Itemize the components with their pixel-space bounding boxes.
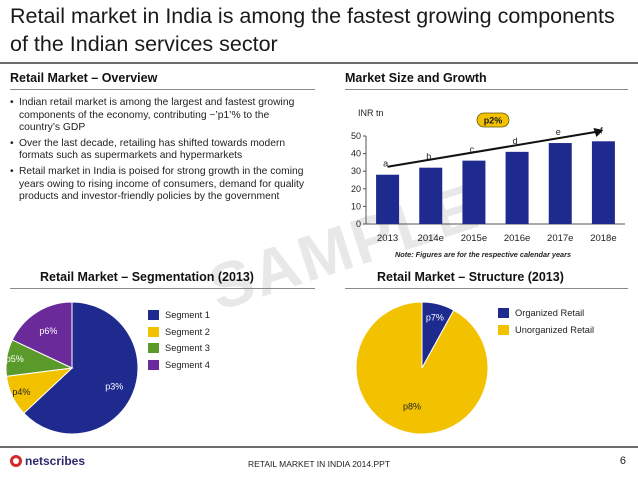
bar-y-tick-label: 0 [356, 219, 361, 229]
structure-legend: Organized Retail Unorganized Retail [498, 305, 594, 338]
bar-y-axis-label: INR tn [358, 108, 384, 118]
pie-data-label: p4% [12, 387, 30, 397]
overview-bullet-text: Over the last decade, retailing has shif… [19, 137, 286, 162]
legend-label: Segment 3 [165, 343, 210, 354]
market-size-heading: Market Size and Growth [345, 71, 487, 85]
page-number: 6 [619, 455, 626, 467]
bar-data-label: a [383, 159, 388, 169]
pie-slice [355, 301, 489, 435]
bar [376, 174, 400, 224]
slide-title: Retail market in India is among the fast… [10, 4, 615, 56]
legend-swatch [498, 308, 509, 319]
segmentation-pie-chart: p3% p4% p5% p6% [5, 301, 139, 435]
pie-data-label: p6% [39, 326, 57, 336]
bar [591, 141, 615, 224]
legend-label: Segment 4 [165, 359, 210, 370]
legend-swatch [148, 343, 159, 354]
growth-badge-label: p2% [484, 116, 503, 126]
bullet-glyph: • [10, 137, 14, 149]
bar-category-label: 2018e [590, 233, 616, 244]
structure-pie-chart: p7% p8% [355, 301, 489, 435]
legend-swatch [148, 310, 159, 321]
legend-swatch [148, 359, 159, 370]
market-size-bar-chart: INR tn 0 10 20 30 40 50 a 2013 b 2014e c 2015e d 201… [351, 108, 625, 259]
bar-category-label: 2017e [547, 233, 573, 244]
bar [462, 160, 486, 224]
legend-item: Segment 3 [148, 340, 210, 357]
bar-y-tick-label: 10 [351, 201, 361, 211]
bar [548, 143, 572, 224]
title-divider [0, 62, 638, 64]
overview-heading: Retail Market – Overview [10, 71, 158, 85]
growth-badge [476, 112, 510, 128]
bar-category-label: 2014e [418, 233, 444, 244]
bar-data-label: b [426, 152, 431, 162]
pie-data-label: p5% [6, 354, 24, 364]
legend-item: Segment 4 [148, 357, 210, 374]
overview-heading-rule [10, 89, 315, 90]
overview-bullet: • Over the last decade, retailing has sh… [10, 138, 310, 163]
growth-arrow-line [387, 131, 596, 168]
pie-slice [11, 301, 73, 369]
segmentation-legend: Segment 1 Segment 2 Segment 3 Segment 4 [148, 307, 210, 373]
bar [505, 151, 529, 224]
growth-annotation: p2% [387, 112, 604, 168]
legend-item: Segment 1 [148, 307, 210, 324]
structure-heading: Retail Market – Structure (2013) [377, 270, 564, 284]
legend-label: Segment 1 [165, 310, 210, 321]
legend-item: Organized Retail [498, 305, 594, 322]
legend-swatch [148, 326, 159, 337]
bullet-glyph: • [10, 97, 14, 108]
bar-category-label: 2015e [461, 233, 487, 244]
legend-item: Segment 2 [148, 324, 210, 341]
overview-bullet-text: Retail market in India is poised for str… [19, 165, 305, 203]
legend-swatch [498, 324, 509, 335]
overview-bullet-list: • Indian retail market is among the larg… [10, 97, 310, 207]
logo-mark-icon [10, 455, 22, 467]
bar-y-tick-label: 20 [351, 184, 361, 194]
legend-label: Segment 2 [165, 326, 210, 337]
bar-category-label: 2013 [377, 233, 398, 244]
bar [419, 167, 443, 224]
bar-marks: a2013b2014ec2015ed2016ee2017ef2018e [376, 125, 617, 244]
logo-text: netscribes [25, 454, 86, 468]
segmentation-heading-rule [10, 288, 315, 289]
bar-y-tick-label: 50 [351, 131, 361, 141]
pie-slice [23, 301, 139, 435]
bar-axes: 0 10 20 30 40 50 [351, 131, 625, 229]
pie-data-label: p7% [426, 313, 444, 323]
bar-data-label: c [470, 145, 475, 155]
pie-data-label: p3% [105, 381, 123, 391]
segmentation-heading: Retail Market – Segmentation (2013) [40, 270, 254, 284]
bar-data-label: d [513, 136, 518, 146]
footer-divider [0, 446, 638, 448]
overview-bullet-text: Indian retail market is among the larges… [19, 97, 295, 134]
legend-label: Unorganized Retail [515, 324, 595, 335]
growth-arrow-head-icon [593, 128, 604, 137]
structure-heading-rule [345, 288, 628, 289]
bar-data-label: e [556, 127, 561, 137]
overview-bullet: • Retail market in India is poised for s… [10, 166, 310, 204]
legend-item: Unorganized Retail [498, 322, 594, 339]
market-size-heading-rule [345, 89, 628, 90]
legend-label: Organized Retail [515, 308, 585, 319]
bar-y-tick-label: 30 [351, 166, 361, 176]
pie-data-label: p8% [403, 402, 421, 412]
bullet-glyph: • [10, 165, 14, 177]
market-size-note: Note: Figures are for the respective cal… [395, 250, 571, 259]
bar-y-tick-label: 40 [351, 149, 361, 159]
footer-file-name: RETAIL MARKET IN INDIA 2014.PPT [247, 459, 391, 469]
netscribes-logo: netscribes [10, 454, 85, 468]
overview-bullet: • Indian retail market is among the larg… [10, 97, 310, 135]
bar-category-label: 2016e [504, 233, 530, 244]
